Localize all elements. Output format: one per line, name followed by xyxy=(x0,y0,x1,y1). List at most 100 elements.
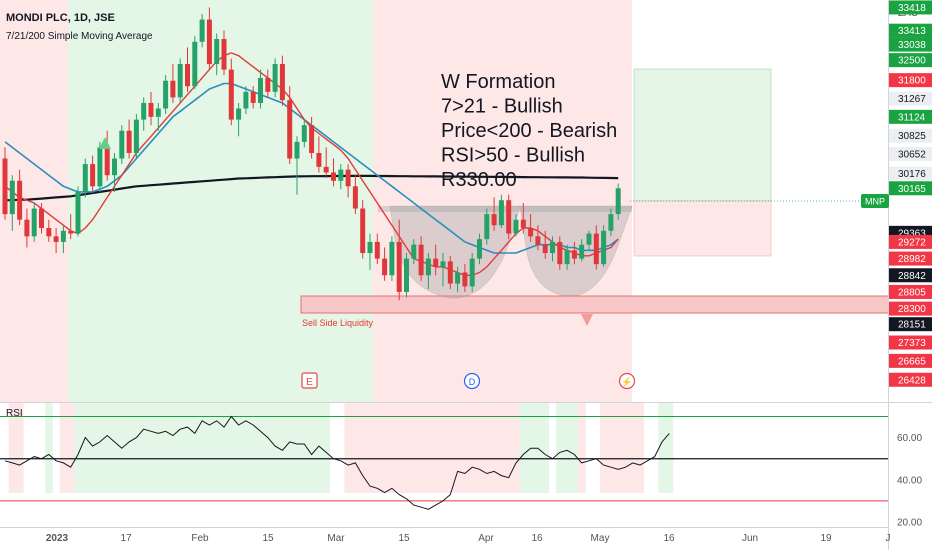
rsi-zone xyxy=(15,403,24,493)
rsi-zone xyxy=(213,403,221,493)
price-label-box xyxy=(889,166,932,181)
rsi-zone xyxy=(483,403,491,493)
event-marker-split[interactable]: ⚡ xyxy=(618,372,636,390)
annotation-line: Price<200 - Bearish xyxy=(441,120,617,142)
rsi-zone xyxy=(88,403,97,493)
rsi-zone xyxy=(220,403,228,493)
candle-body xyxy=(389,241,395,276)
candle-body xyxy=(228,69,234,120)
symbol-tag-box xyxy=(861,194,889,208)
rsi-zone xyxy=(439,403,447,493)
price-label: 30176 xyxy=(898,169,926,180)
price-label-box xyxy=(889,251,932,266)
rsi-zone xyxy=(388,403,396,493)
candle-body xyxy=(455,272,461,284)
price-label: 26428 xyxy=(898,375,926,386)
candle-body xyxy=(542,244,548,254)
price-label: 33418 xyxy=(898,3,926,14)
price-label-box xyxy=(889,284,932,299)
rsi-zone xyxy=(59,403,68,493)
candle-body xyxy=(287,100,293,159)
annotation-line: R330.00 xyxy=(441,169,517,191)
price-label: 29272 xyxy=(898,237,926,248)
rsi-zone xyxy=(271,403,280,493)
rsi-line xyxy=(4,415,670,510)
rsi-zone xyxy=(519,403,528,493)
candle-body xyxy=(90,164,96,187)
rsi-zone xyxy=(242,403,250,493)
candle-body xyxy=(112,158,117,176)
candle-body xyxy=(68,230,74,234)
candle-body xyxy=(374,241,380,259)
price-label-box xyxy=(889,372,932,387)
candle-body xyxy=(60,230,66,242)
sell-side-liquidity-zone xyxy=(300,295,917,314)
rsi-zone xyxy=(578,403,586,493)
candle-body xyxy=(608,214,614,231)
rsi-zone xyxy=(665,403,674,493)
candle-body xyxy=(133,119,139,153)
candle-body xyxy=(31,208,37,237)
candle-body xyxy=(258,77,263,103)
candle-body xyxy=(2,158,8,215)
price-label-box xyxy=(889,268,932,283)
rsi-zone xyxy=(74,403,82,493)
time-label: 15 xyxy=(262,533,274,544)
time-axis-labels: 2023 17 Feb 15 Mar 15 Apr 16 May 16 Jun 19 J xyxy=(46,533,891,544)
event-marker-earnings[interactable]: E xyxy=(301,372,318,389)
rsi-background xyxy=(8,403,674,493)
background-zones xyxy=(0,0,632,402)
event-marker-dividend[interactable]: D xyxy=(463,372,481,390)
time-label: 17 xyxy=(120,533,132,544)
candle-body xyxy=(279,64,285,101)
candle-body xyxy=(586,233,592,245)
rsi-zone xyxy=(67,403,75,493)
rsi-zone xyxy=(322,403,331,493)
rsi-zone xyxy=(512,403,520,493)
rsi-zone xyxy=(132,403,141,493)
rsi-zone xyxy=(191,403,199,493)
candle-body xyxy=(243,91,249,109)
candle-body xyxy=(75,191,81,234)
candle-body xyxy=(250,91,256,103)
price-label-box xyxy=(889,234,932,249)
price-label: 26665 xyxy=(898,356,926,367)
rsi-zone xyxy=(110,403,119,493)
bullish-zone xyxy=(68,0,373,402)
rsi-zone xyxy=(658,403,666,493)
time-label: 15 xyxy=(398,533,410,544)
lightning-icon: ⚡ xyxy=(621,376,632,388)
rsi-zone xyxy=(373,403,382,493)
price-label-box xyxy=(889,0,932,15)
candle-body xyxy=(579,244,585,259)
price-label-box xyxy=(889,353,932,368)
rsi-zone xyxy=(410,403,418,493)
price-label-box xyxy=(889,37,932,52)
rsi-zone xyxy=(380,403,389,493)
rsi-zone xyxy=(234,403,243,493)
candle-body xyxy=(199,19,205,42)
rsi-zone xyxy=(621,403,630,493)
price-label: 33038 xyxy=(898,40,926,51)
candle-body xyxy=(528,228,534,237)
stop-zone-box xyxy=(633,200,772,257)
rsi-axis-ticks: 60.00 40.00 20.00 xyxy=(897,433,922,528)
price-label: 27373 xyxy=(898,338,926,349)
candle-body xyxy=(440,261,446,267)
candle-body xyxy=(367,241,373,254)
price-label: 31267 xyxy=(898,94,926,105)
rsi-zone xyxy=(278,403,287,493)
candle-body xyxy=(46,228,52,237)
candle-body xyxy=(316,152,322,167)
sell-side-liquidity-label: Sell Side Liquidity xyxy=(302,318,374,328)
rsi-zone xyxy=(227,403,236,493)
rsi-zone xyxy=(629,403,637,493)
rsi-zone xyxy=(468,403,477,493)
price-label: 31800 xyxy=(898,76,926,87)
rsi-zone xyxy=(417,403,426,493)
price-label: 28805 xyxy=(898,287,926,298)
rsi-label: RSI xyxy=(6,408,23,419)
rsi-zone xyxy=(161,403,170,493)
